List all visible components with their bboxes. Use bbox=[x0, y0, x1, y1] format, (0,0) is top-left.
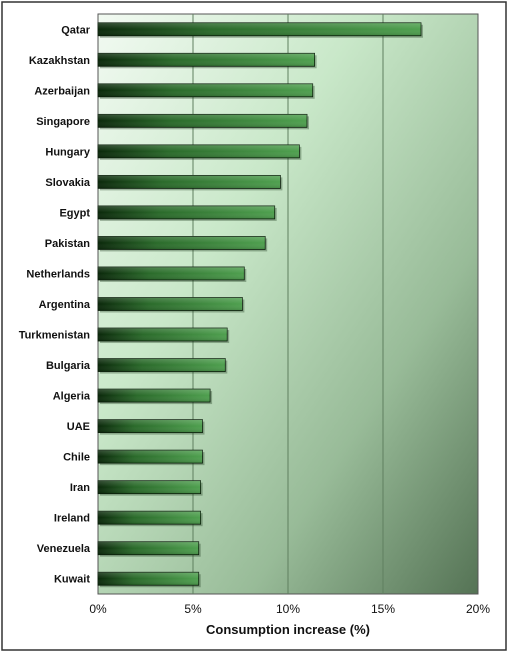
x-tick-label-2: 10% bbox=[276, 602, 300, 616]
bar-shine-chile bbox=[98, 450, 203, 464]
bar-shine-netherlands bbox=[98, 266, 245, 280]
x-tick-label-4: 20% bbox=[466, 602, 490, 616]
category-label-qatar: Qatar bbox=[61, 24, 90, 36]
bar-shine-ireland bbox=[98, 511, 201, 525]
category-label-algeria: Algeria bbox=[53, 391, 91, 403]
bar-shine-venezuela bbox=[98, 541, 199, 555]
category-label-ireland: Ireland bbox=[54, 513, 90, 525]
bar-shine-bulgaria bbox=[98, 358, 226, 372]
category-label-pakistan: Pakistan bbox=[45, 238, 91, 250]
category-label-bulgaria: Bulgaria bbox=[46, 360, 91, 372]
category-label-kuwait: Kuwait bbox=[54, 574, 90, 586]
bar-shine-pakistan bbox=[98, 236, 266, 250]
category-label-azerbaijan: Azerbaijan bbox=[34, 85, 90, 97]
category-label-argentina: Argentina bbox=[39, 299, 91, 311]
bar-shine-hungary bbox=[98, 144, 300, 158]
category-label-slovakia: Slovakia bbox=[45, 177, 91, 189]
bar-shine-egypt bbox=[98, 205, 275, 219]
category-label-chile: Chile bbox=[63, 452, 90, 464]
category-labels: Qatar Kazakhstan Azerbaijan Singapore Hungar… bbox=[19, 24, 91, 585]
bar-shine-kazakhstan bbox=[98, 53, 315, 67]
category-label-singapore: Singapore bbox=[36, 116, 90, 128]
category-label-uae: UAE bbox=[67, 421, 90, 433]
category-label-iran: Iran bbox=[70, 482, 90, 494]
x-tick-label-1: 5% bbox=[184, 602, 202, 616]
bar-shine-iran bbox=[98, 480, 201, 494]
bars bbox=[97, 22, 423, 588]
bar-shine-slovakia bbox=[98, 175, 281, 189]
bar-shine-qatar bbox=[98, 22, 421, 36]
bar-shine-uae bbox=[98, 419, 203, 433]
category-label-venezuela: Venezuela bbox=[37, 543, 91, 555]
bar-shine-algeria bbox=[98, 389, 211, 403]
category-label-kazakhstan: Kazakhstan bbox=[29, 55, 90, 67]
x-axis-title: Consumption increase (%) bbox=[206, 622, 370, 637]
bar-shine-singapore bbox=[98, 114, 307, 128]
x-axis-tick-labels: 0% 5% 10% 15% 20% bbox=[89, 602, 490, 616]
x-tick-label-0: 0% bbox=[89, 602, 107, 616]
x-tick-label-3: 15% bbox=[371, 602, 395, 616]
bar-shine-kuwait bbox=[98, 572, 199, 586]
category-label-egypt: Egypt bbox=[59, 207, 90, 219]
bar-shine-azerbaijan bbox=[98, 83, 313, 97]
bar-shine-argentina bbox=[98, 297, 243, 311]
category-label-turkmenistan: Turkmenistan bbox=[19, 330, 91, 342]
bar-shine-turkmenistan bbox=[98, 328, 228, 342]
category-label-netherlands: Netherlands bbox=[26, 268, 90, 280]
category-label-hungary: Hungary bbox=[45, 146, 91, 158]
